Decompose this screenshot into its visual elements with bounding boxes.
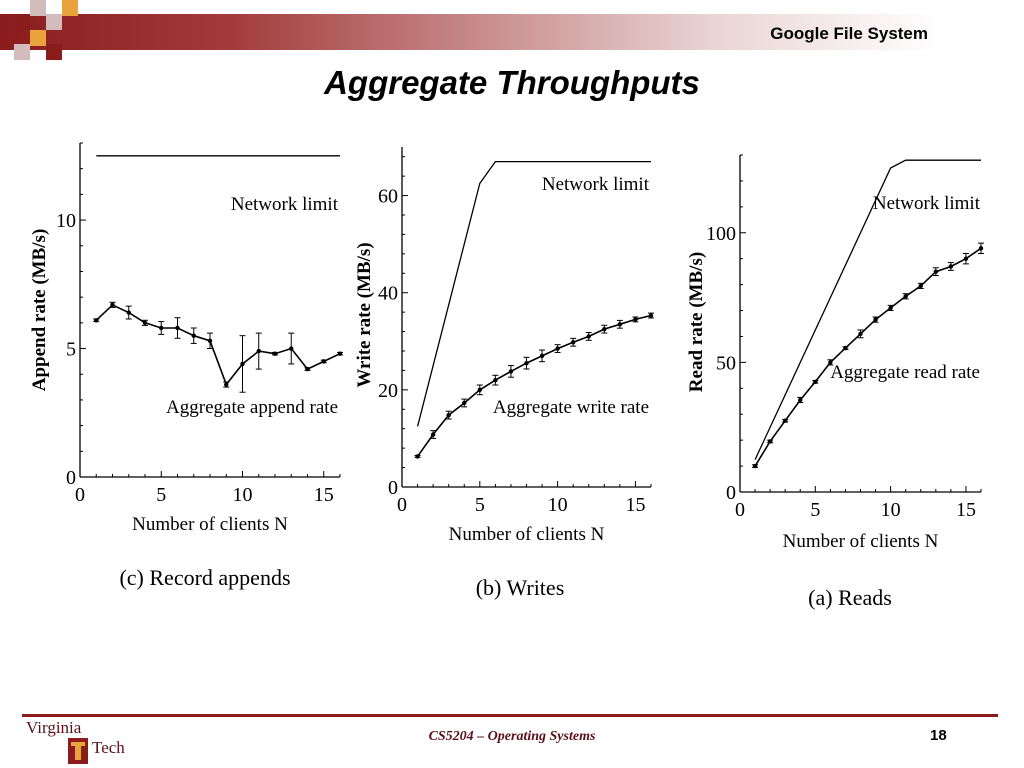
x-tick-label: 5 — [156, 484, 166, 506]
y-axis-label: Read rate (MB/s) — [686, 252, 707, 392]
header-square — [30, 0, 46, 16]
x-tick-label: 10 — [233, 484, 253, 506]
header-bar — [0, 14, 1024, 50]
x-axis-label: Number of clients N — [449, 524, 605, 545]
aggregate-rate-label: Aggregate read rate — [830, 362, 980, 383]
logo-virginia-text: Virginia — [26, 718, 82, 737]
network-limit-line — [754, 159, 981, 460]
footer-course-text: CS5204 – Operating Systems — [428, 729, 596, 744]
network-limit-label: Network limit — [231, 194, 339, 215]
y-tick-label: 20 — [378, 380, 398, 402]
x-tick-label: 0 — [75, 484, 85, 506]
x-tick-label: 15 — [625, 494, 645, 516]
y-tick-label: 0 — [66, 467, 76, 489]
hokie-stone-icon — [68, 738, 88, 764]
x-tick-label: 10 — [548, 494, 568, 516]
x-axis-label: Number of clients N — [783, 531, 939, 552]
network-limit-label: Network limit — [873, 193, 981, 214]
y-tick-label: 40 — [378, 283, 398, 305]
y-tick-label: 50 — [716, 352, 736, 374]
network-limit-label: Network limit — [542, 174, 650, 195]
header-square — [46, 44, 62, 60]
aggregate-rate-line — [95, 303, 341, 387]
y-axis-label: Write rate (MB/s) — [354, 242, 375, 387]
chart-caption: (b) Writes — [476, 575, 565, 600]
y-axis-label: Append rate (MB/s) — [29, 229, 50, 392]
logo-tech-text: Tech — [92, 738, 125, 757]
y-tick-label: 5 — [66, 339, 76, 361]
x-tick-label: 15 — [956, 499, 976, 521]
y-tick-label: 60 — [378, 186, 398, 208]
virginia-tech-logo: Virginia Tech — [26, 718, 136, 766]
y-tick-label: 0 — [726, 482, 736, 504]
footer-divider — [22, 714, 998, 717]
y-tick-label: 100 — [706, 223, 736, 245]
header-squares-logo — [0, 0, 80, 60]
x-tick-label: 0 — [735, 499, 745, 521]
aggregate-rate-line — [416, 314, 652, 457]
y-tick-label: 10 — [56, 210, 76, 232]
y-tick-label: 0 — [388, 477, 398, 499]
x-tick-label: 5 — [810, 499, 820, 521]
header-square — [14, 44, 30, 60]
x-tick-label: 15 — [314, 484, 334, 506]
x-tick-label: 0 — [397, 494, 407, 516]
network-limit-line — [416, 160, 651, 427]
header-square — [14, 14, 30, 30]
course-title: Google File System — [770, 24, 928, 43]
x-axis-label: Number of clients N — [132, 514, 288, 535]
slide-title: Aggregate Throughputs — [324, 64, 700, 101]
chart-caption: (c) Record appends — [119, 565, 290, 590]
aggregate-rate-label: Aggregate write rate — [493, 397, 649, 418]
aggregate-rate-line — [754, 247, 982, 467]
header-square — [62, 0, 78, 16]
header-square — [30, 30, 46, 46]
page-number: 18 — [930, 727, 947, 744]
chart-caption: (a) Reads — [808, 585, 892, 610]
header-square — [46, 14, 62, 30]
x-tick-label: 5 — [475, 494, 485, 516]
aggregate-rate-label: Aggregate append rate — [166, 397, 338, 418]
x-tick-label: 10 — [881, 499, 901, 521]
